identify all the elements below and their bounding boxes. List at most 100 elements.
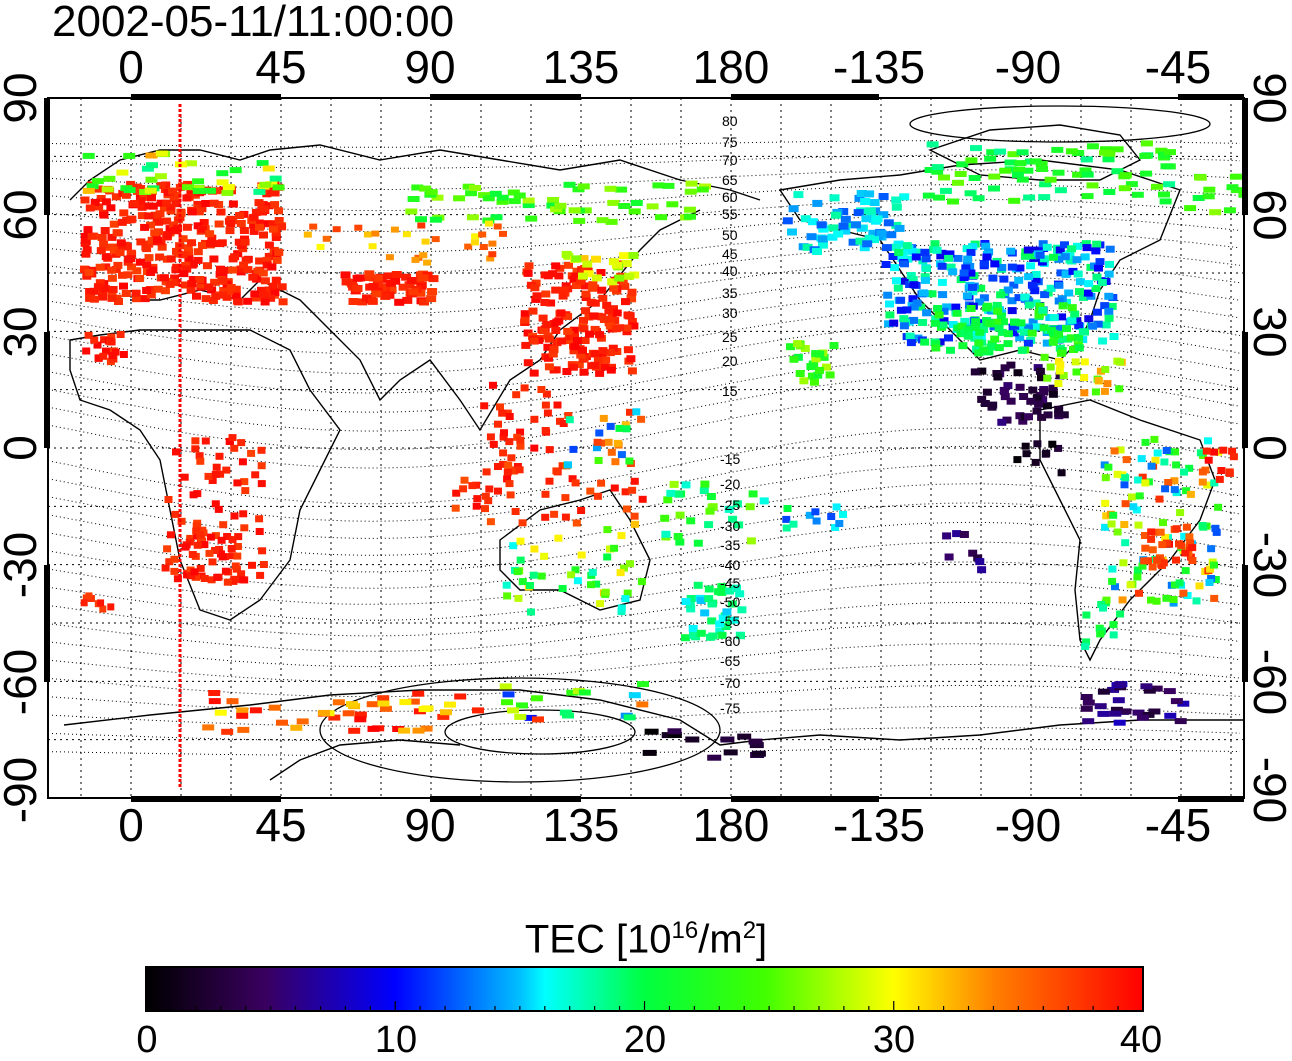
tec-cell: [862, 240, 873, 248]
tec-cell: [155, 253, 165, 261]
tec-cell: [962, 245, 972, 253]
tec-cell: [974, 339, 984, 347]
tec-cell: [592, 580, 601, 588]
tec-cell: [277, 223, 287, 231]
tec-cell: [80, 233, 90, 240]
tec-cell: [188, 551, 197, 558]
tec-cell: [1054, 444, 1063, 452]
tec-cell: [918, 289, 928, 297]
tec-cell: [811, 355, 821, 363]
tec-cell: [209, 199, 219, 207]
tec-cell: [1051, 146, 1064, 153]
tec-cell: [1192, 195, 1205, 201]
tec-cell: [630, 512, 639, 520]
tec-cell: [1080, 389, 1089, 397]
tec-cell: [240, 478, 249, 486]
tec-cell: [938, 174, 950, 181]
tec-cell: [224, 288, 234, 295]
tec-cell: [1062, 325, 1071, 333]
tec-cell: [799, 377, 809, 385]
contour-label: -40: [720, 557, 740, 573]
tec-cell: [520, 310, 530, 318]
tec-cell: [1163, 539, 1171, 547]
tec-cell: [553, 401, 562, 409]
tec-cell: [1092, 273, 1102, 281]
tec-cell: [947, 198, 959, 205]
tec-cell: [1198, 468, 1207, 476]
tec-cell: [786, 343, 795, 351]
tec-cell: [558, 585, 567, 592]
tec-cell: [933, 305, 943, 312]
tec-cell: [1188, 544, 1197, 552]
tec-cell: [1091, 388, 1100, 396]
tec-cell: [1060, 253, 1070, 261]
tec-cell: [580, 265, 590, 272]
tec-cell: [689, 632, 698, 639]
tec-cell: [218, 291, 228, 299]
tec-cell: [1028, 252, 1038, 260]
tec-cell: [154, 173, 167, 180]
tec-cell: [551, 286, 561, 294]
tec-cell: [830, 211, 841, 219]
tec-cell: [1148, 708, 1161, 715]
tec-cell: [615, 424, 624, 432]
tec-cell: [571, 282, 581, 289]
tec-cell: [840, 227, 851, 235]
lat-tick-left: -30: [0, 531, 46, 599]
tec-cell: [966, 249, 976, 256]
tec-cell: [937, 249, 947, 257]
tec-cell: [1056, 269, 1066, 277]
tec-cell: [1054, 405, 1064, 413]
tec-cell: [482, 468, 491, 476]
tec-cell: [460, 476, 469, 484]
tec-cell: [506, 491, 515, 499]
tec-cell: [271, 234, 281, 241]
tec-cell: [423, 259, 432, 266]
tec-cell: [934, 311, 944, 319]
tec-cell: [146, 221, 155, 229]
tec-cell: [276, 719, 288, 726]
tec-cell: [585, 330, 594, 338]
tec-cell: [318, 709, 330, 716]
tec-cell: [607, 448, 616, 456]
tec-cell: [606, 545, 614, 553]
tec-cell: [636, 701, 649, 708]
tec-cell: [85, 294, 95, 302]
tec-cell: [1172, 461, 1181, 469]
tec-cell: [1175, 579, 1184, 587]
tec-cell: [1083, 289, 1093, 297]
contour-label: -20: [720, 476, 740, 492]
tec-cell: [686, 595, 696, 602]
tec-cell: [948, 321, 958, 328]
tec-cell: [737, 733, 752, 740]
tec-cell: [1111, 583, 1119, 591]
tec-cell: [745, 503, 755, 511]
tec-cell: [328, 714, 341, 721]
tec-cell: [1032, 407, 1042, 415]
tec-cell: [132, 295, 142, 303]
tec-cell: [717, 631, 727, 639]
tec-cell: [1134, 521, 1143, 529]
tec-cell: [511, 508, 520, 515]
tec-cell: [696, 597, 706, 604]
tec-cell: [1056, 349, 1066, 357]
tec-cell: [162, 217, 172, 225]
contour-line: [48, 622, 1241, 668]
tec-cell: [237, 439, 246, 447]
tec-cell: [496, 403, 504, 411]
tec-cell: [1035, 302, 1045, 310]
tec-cell: [188, 276, 198, 283]
tec-cell: [119, 209, 129, 217]
tec-cell: [621, 488, 630, 496]
tec-cell: [905, 332, 915, 340]
tec-cell: [912, 299, 922, 307]
tec-cell: [1078, 328, 1088, 336]
tec-cell: [1169, 596, 1178, 603]
tec-cell: [558, 292, 568, 300]
tec-cell: [942, 303, 952, 311]
tec-cell: [563, 312, 573, 320]
tec-cell: [259, 231, 268, 239]
tec-cell: [494, 463, 502, 470]
tec-cell: [700, 609, 710, 617]
tec-cell: [1229, 173, 1242, 180]
